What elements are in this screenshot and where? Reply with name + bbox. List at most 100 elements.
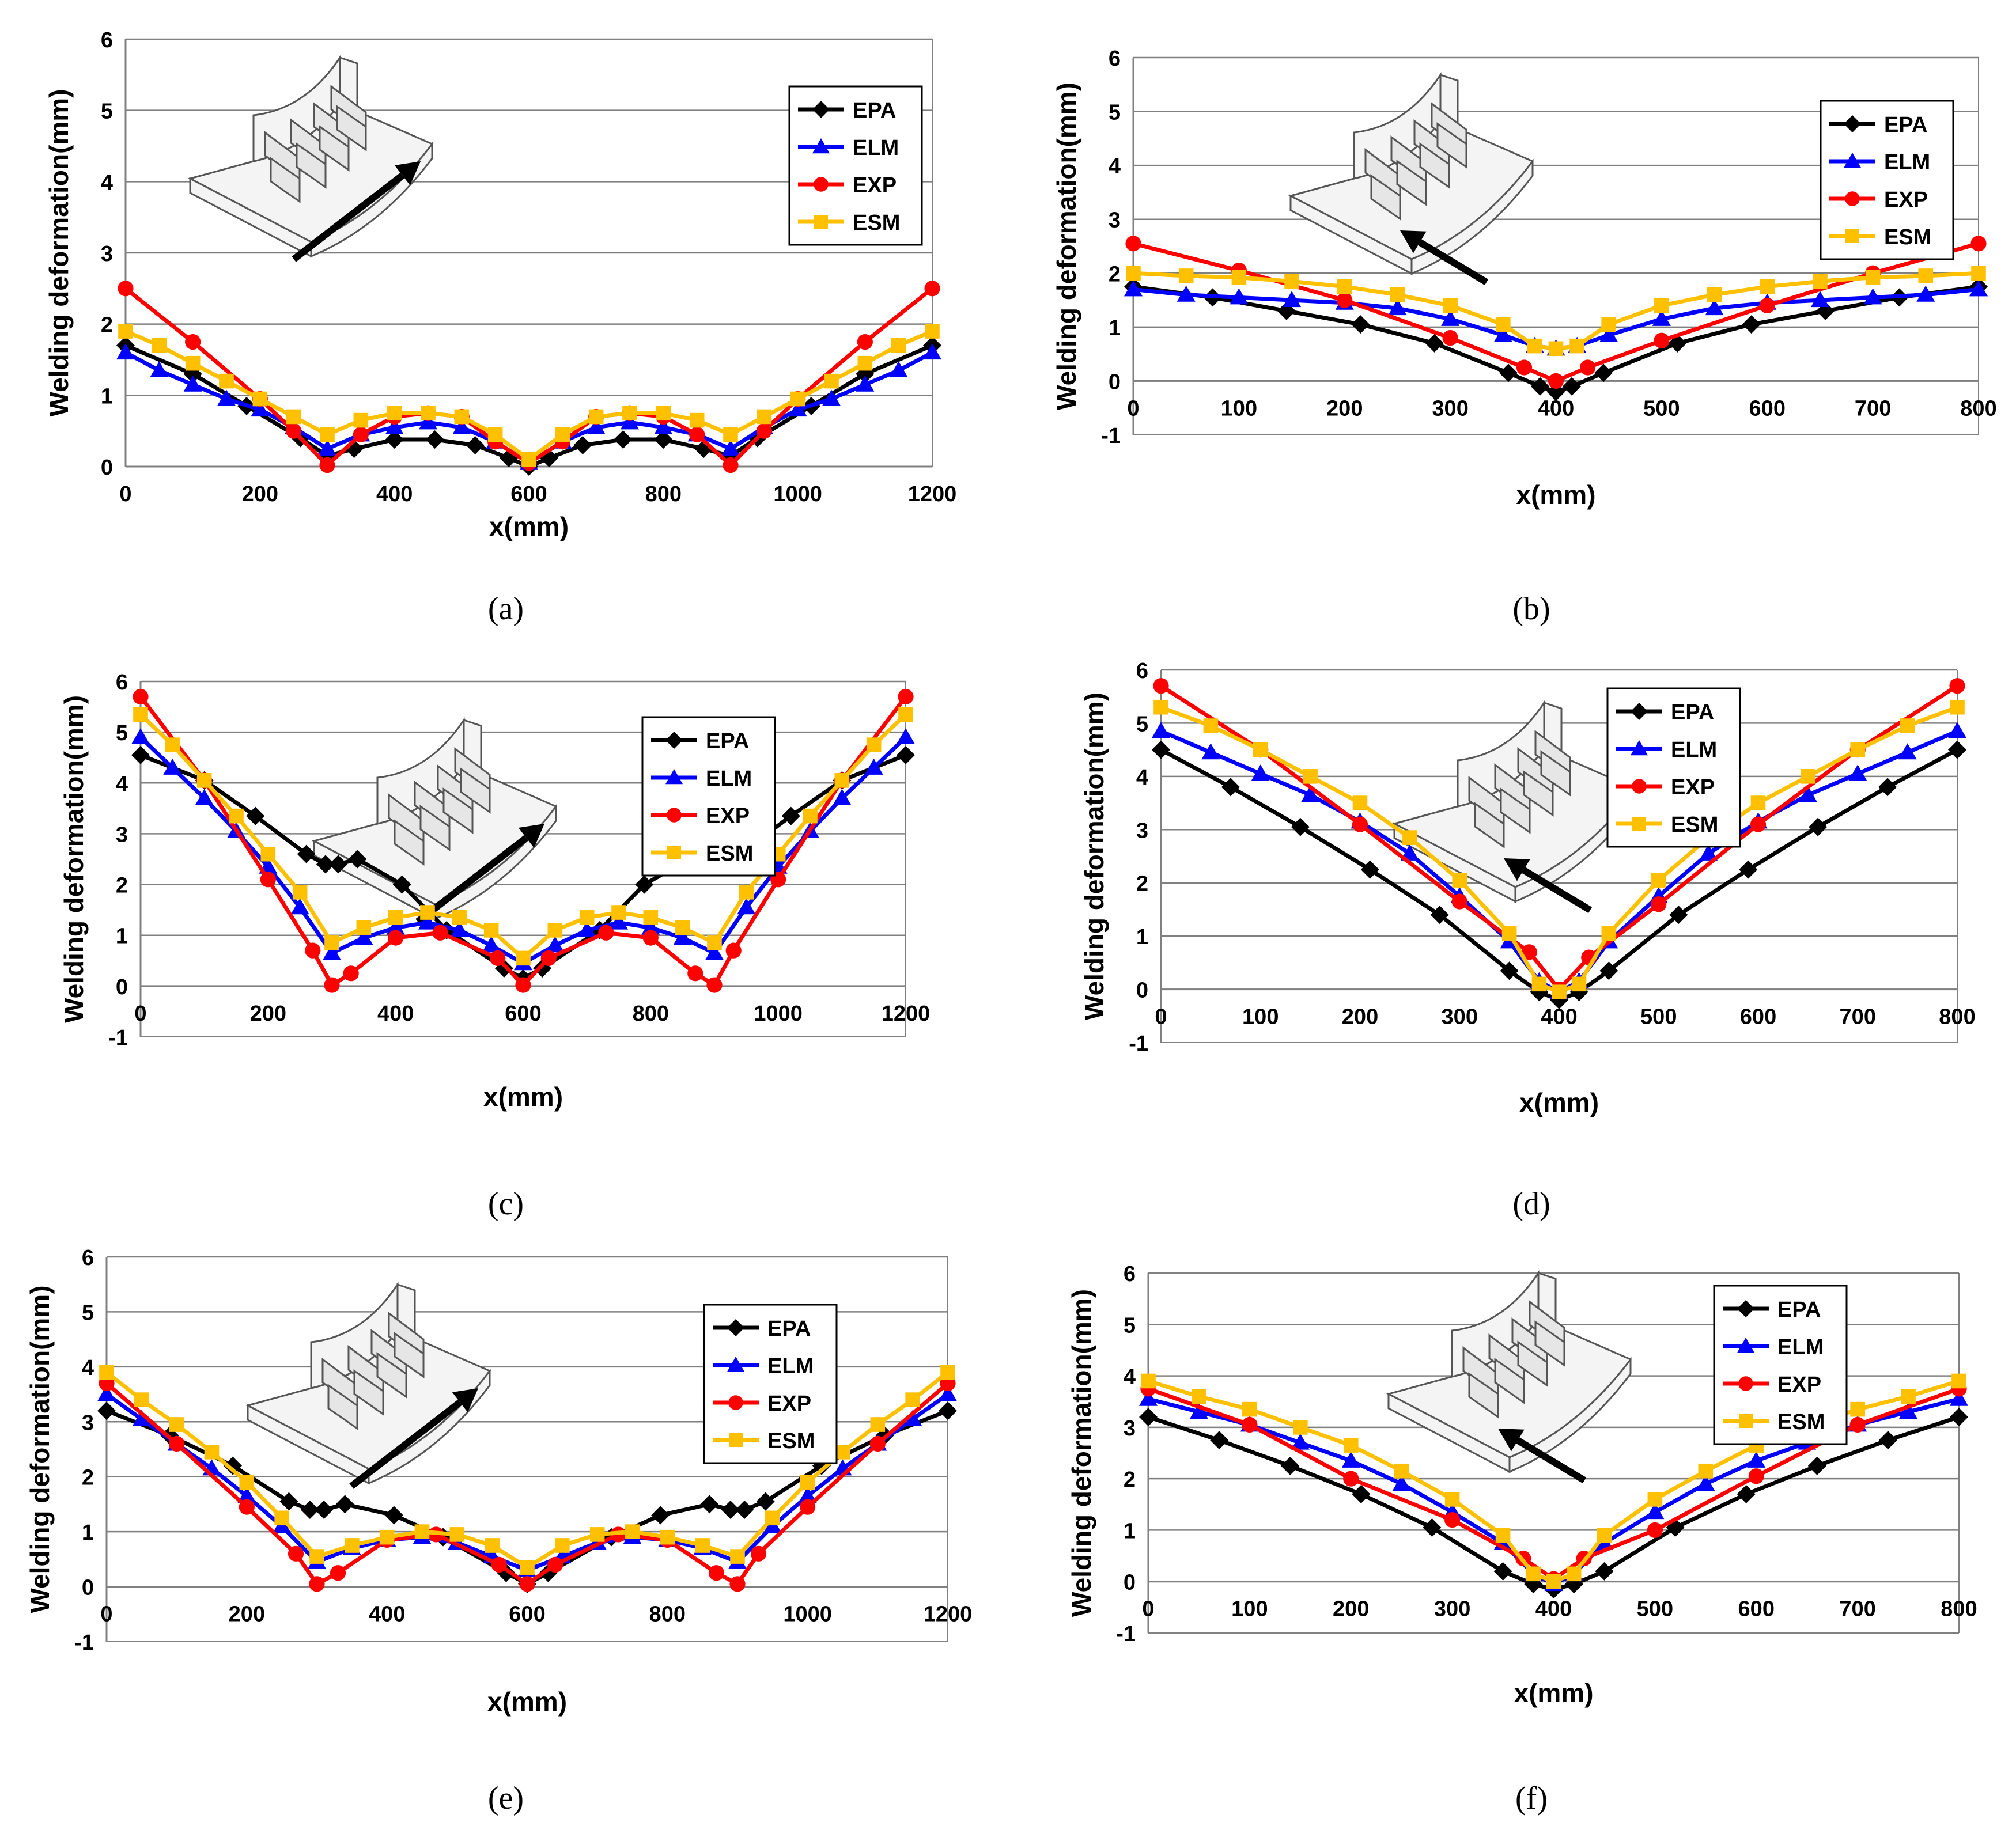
- data-point-exp: [515, 977, 531, 993]
- data-point-esm: [1569, 338, 1584, 354]
- legend-marker: [1632, 817, 1646, 831]
- welding-direction-arrow-icon: [349, 1388, 478, 1489]
- data-point-elm: [1152, 722, 1170, 738]
- data-point-elm: [587, 418, 606, 434]
- legend-label: ESM: [706, 842, 753, 866]
- data-point-elm: [1916, 285, 1935, 302]
- data-point-esm: [133, 707, 148, 722]
- data-point-esm: [152, 338, 167, 353]
- y-tick-label: 2: [1109, 262, 1121, 286]
- stiffener: [353, 1369, 384, 1416]
- welding-direction-arrow-icon: [1504, 858, 1593, 914]
- data-point-exp: [1750, 816, 1767, 832]
- data-point-esm: [1394, 1463, 1409, 1479]
- data-point-elm: [163, 758, 182, 775]
- data-point-epa: [335, 1495, 354, 1514]
- y-tick-label: 6: [82, 1246, 94, 1270]
- legend-marker: [1737, 1338, 1754, 1353]
- data-point-exp: [432, 925, 448, 941]
- stiffener: [1436, 122, 1467, 169]
- data-point-esm: [866, 737, 882, 752]
- legend-marker: [667, 846, 681, 859]
- data-point-esm: [675, 920, 690, 935]
- data-point-epa: [1423, 1518, 1442, 1537]
- data-point-esm: [695, 1538, 710, 1553]
- data-point-esm: [643, 910, 659, 925]
- data-point-elm: [1301, 786, 1320, 802]
- x-tick-label: 0: [1142, 1597, 1154, 1622]
- y-tick-label: 2: [1136, 872, 1148, 896]
- stiffener: [419, 805, 451, 851]
- data-point-exp: [1337, 292, 1353, 308]
- data-point-epa: [329, 855, 348, 874]
- x-tick-label: 1000: [783, 1602, 832, 1627]
- data-point-epa: [700, 1495, 719, 1514]
- y-axis-title: Welding deformation(mm): [25, 1285, 55, 1613]
- arrow-shaft: [415, 835, 529, 925]
- data-point-exp: [1647, 1522, 1663, 1539]
- y-tick-label: 2: [1124, 1468, 1136, 1492]
- data-point-epa: [315, 1500, 334, 1519]
- stiffener: [394, 1332, 425, 1378]
- y-tick-label: 5: [1124, 1313, 1136, 1338]
- data-point-exp: [869, 1435, 886, 1452]
- arrow-shaft: [1516, 1437, 1587, 1484]
- data-point-elm: [673, 929, 692, 945]
- data-point-epa: [614, 430, 633, 449]
- stiffener: [1468, 1372, 1499, 1419]
- base-plate-curve: [434, 804, 557, 920]
- base-plate-curve: [1410, 158, 1534, 275]
- data-point-esm: [689, 412, 705, 428]
- data-point-exp: [1352, 816, 1368, 832]
- data-point-elm: [897, 728, 915, 744]
- welding-direction-arrow-icon: [415, 824, 544, 925]
- x-tick-label: 1200: [924, 1602, 973, 1627]
- data-point-esm: [260, 846, 276, 862]
- data-point-esm: [1242, 1401, 1257, 1417]
- arrow-shaft: [1522, 867, 1593, 914]
- data-point-esm: [1651, 873, 1666, 888]
- data-point-exp: [598, 925, 614, 941]
- data-point-esm: [1284, 274, 1299, 289]
- data-point-esm: [1253, 742, 1268, 757]
- stiffener: [376, 1352, 407, 1399]
- x-tick-label: 200: [250, 1002, 286, 1026]
- y-tick-label: 3: [101, 242, 113, 266]
- data-point-elm: [217, 389, 236, 406]
- data-point-exp: [353, 426, 369, 442]
- data-point-epa: [224, 1456, 242, 1475]
- y-tick-label: 4: [1124, 1365, 1136, 1389]
- arrow-head: [452, 1388, 478, 1412]
- data-point-esm: [1901, 1389, 1916, 1404]
- data-point-exp: [1521, 944, 1537, 960]
- data-point-elm: [546, 936, 565, 953]
- x-tick-label: 500: [1640, 1005, 1677, 1029]
- data-point-esm: [625, 1524, 640, 1539]
- legend-marker: [1631, 703, 1648, 720]
- data-point-esm: [520, 1560, 535, 1575]
- y-tick-label: -1: [1101, 424, 1121, 448]
- data-point-elm: [1699, 844, 1718, 861]
- y-tick-label: 5: [82, 1301, 94, 1325]
- data-point-esm: [1850, 742, 1866, 757]
- y-tick-label: 6: [1124, 1262, 1136, 1286]
- data-point-esm: [309, 1549, 324, 1564]
- legend-label: EPA: [1884, 113, 1927, 137]
- data-point-esm: [414, 1524, 430, 1539]
- stiffener: [336, 105, 367, 151]
- data-point-exp: [750, 1545, 767, 1562]
- x-tick-label: 0: [119, 482, 131, 506]
- panel-caption: (f): [1515, 1780, 1548, 1816]
- x-tick-label: 100: [1221, 396, 1257, 420]
- data-point-epa: [1291, 817, 1310, 836]
- data-point-esm: [239, 1475, 255, 1490]
- data-point-epa: [1739, 860, 1758, 879]
- data-point-esm: [707, 935, 722, 950]
- data-point-esm: [1153, 699, 1168, 715]
- data-point-exp: [1970, 236, 1987, 252]
- data-point-elm: [1124, 280, 1143, 297]
- data-point-esm: [118, 324, 133, 339]
- data-point-esm: [1303, 769, 1318, 784]
- data-point-esm: [1496, 317, 1511, 332]
